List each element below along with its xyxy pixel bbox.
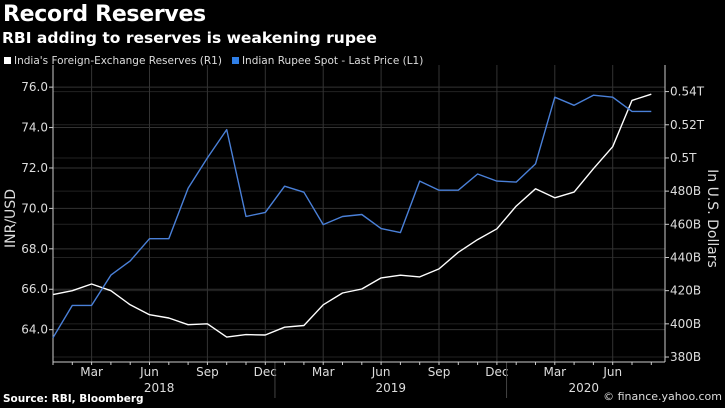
year-label: 2019: [375, 381, 406, 395]
legend-item-reserves: India's Foreign-Exchange Reserves (R1): [4, 55, 222, 67]
legend: India's Foreign-Exchange Reserves (R1) I…: [4, 55, 423, 67]
legend-swatch-reserves: [4, 57, 11, 64]
left-tick-label: 76.0: [21, 80, 48, 94]
left-tick-label: 74.0: [21, 121, 48, 135]
legend-item-rupee: Indian Rupee Spot - Last Price (L1): [231, 55, 424, 67]
chart-title: Record Reserves: [3, 2, 206, 27]
x-tick-label: Sep: [196, 365, 219, 379]
right-tick-label: 380B: [670, 350, 701, 364]
right-tick-label: 0.54T: [670, 85, 705, 99]
x-tick-label: Sep: [428, 365, 451, 379]
left-axis-label: INR/USD: [3, 189, 19, 248]
credit: © finance.yahoo.com: [603, 390, 722, 403]
right-tick-label: 0.5T: [670, 151, 697, 165]
legend-label-rupee: Indian Rupee Spot - Last Price (L1): [241, 55, 424, 67]
right-tick-label: 0.52T: [670, 118, 705, 132]
series-line-reserves: [52, 93, 652, 338]
x-tick-label: Jun: [602, 365, 622, 379]
x-tick-label: Dec: [254, 365, 277, 379]
right-tick-label: 460B: [670, 217, 701, 231]
left-tick-label: 68.0: [21, 242, 48, 256]
chart-subtitle: RBI adding to reserves is weakening rupe…: [2, 29, 377, 47]
source-note: Source: RBI, Bloomberg: [3, 393, 144, 405]
x-tick-label: Jun: [139, 365, 159, 379]
right-tick-label: 420B: [670, 284, 701, 298]
legend-swatch-rupee: [231, 57, 239, 64]
right-axis-label: In U.S. Dollars: [704, 169, 720, 268]
x-tick-label: Jun: [371, 365, 391, 379]
x-tick-label: Dec: [485, 365, 508, 379]
x-tick-label: Mar: [543, 365, 566, 379]
year-label: 2018: [144, 381, 175, 395]
left-tick-label: 72.0: [21, 161, 48, 175]
left-tick-label: 70.0: [21, 201, 48, 215]
left-tick-label: 64.0: [21, 323, 48, 337]
right-tick-label: 400B: [670, 317, 701, 331]
x-tick-label: Mar: [80, 365, 103, 379]
right-tick-label: 440B: [670, 250, 701, 264]
series-line-rupee: [52, 94, 652, 339]
left-tick-label: 66.0: [21, 282, 48, 296]
right-tick-label: 480B: [670, 184, 701, 198]
year-label: 2020: [568, 381, 599, 395]
legend-label-reserves: India's Foreign-Exchange Reserves (R1): [14, 55, 222, 67]
x-tick-label: Mar: [312, 365, 335, 379]
